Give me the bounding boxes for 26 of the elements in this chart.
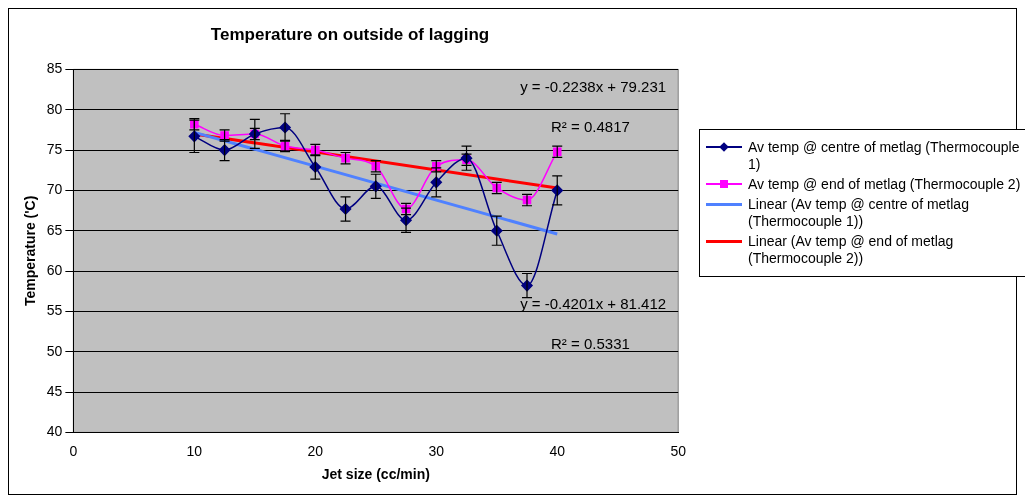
y-tick-label: 50 [46, 342, 63, 359]
y-tick-label: 55 [46, 302, 63, 319]
legend-label: Av temp @ centre of metlag (Thermocouple 1) [748, 139, 1021, 173]
annotation: R² = 0.4817 [551, 117, 630, 135]
x-tick-label: 50 [670, 442, 687, 459]
x-tick-label: 40 [549, 442, 566, 459]
y-tick-label: 45 [46, 382, 63, 399]
y-tick-label: 65 [46, 221, 63, 238]
legend-label: Linear (Av temp @ end of metlag (Thermocouple 2)) [748, 233, 955, 267]
y-axis-title: Temperature ('C) [22, 195, 39, 307]
y-tick-label: 80 [46, 100, 63, 117]
y-tick-label: 60 [46, 261, 63, 278]
x-tick-label: 30 [428, 442, 445, 459]
x-tick-label: 20 [307, 442, 324, 459]
annotation: y = -0.2238x + 79.231 [520, 77, 667, 95]
y-tick-label: 70 [46, 181, 63, 198]
x-tick-label: 0 [69, 442, 78, 459]
legend-label: Av temp @ end of metlag (Thermocouple 2) [748, 176, 1021, 193]
chart-title: Temperature on outside of lagging [210, 24, 490, 44]
x-tick-label: 10 [186, 442, 203, 459]
y-tick-label: 85 [46, 60, 63, 77]
x-axis-title: Jet size (cc/min) [321, 466, 430, 483]
y-tick-label: 75 [46, 140, 63, 157]
y-tick-label: 40 [46, 423, 63, 440]
annotation: R² = 0.5331 [551, 335, 630, 353]
legend-label: Linear (Av temp @ centre of metlag (Thermocouple 1)) [748, 196, 970, 230]
